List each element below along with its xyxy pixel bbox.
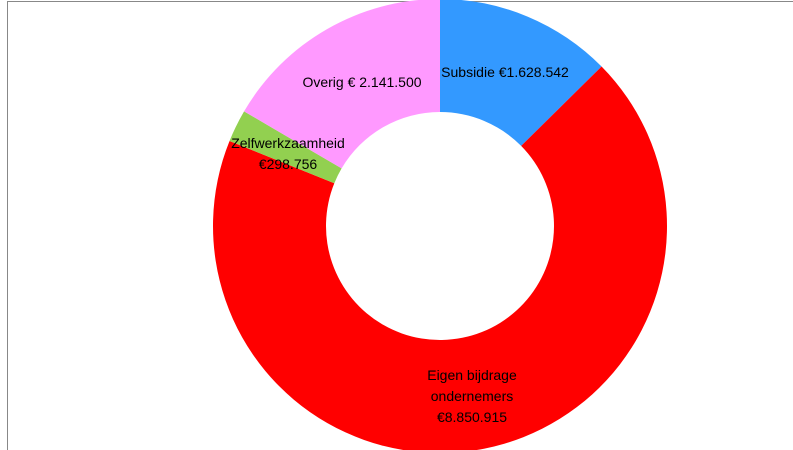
label-value: €1.628.542: [498, 64, 569, 80]
donut-slice: [229, 111, 342, 184]
label-category: Subsidie: [441, 64, 495, 80]
chart-frame: [7, 1, 793, 450]
donut-slice: [244, 0, 440, 169]
label-category: Zelfwerkzaamheid: [231, 135, 345, 151]
data-label: Zelfwerkzaamheid €298.756: [231, 133, 345, 175]
label-value: €8.850.915: [436, 409, 508, 425]
label-value: €298.756: [258, 156, 318, 172]
donut-slice: [440, 0, 602, 146]
data-label: Eigen bijdrage ondernemers €8.850.915: [402, 365, 542, 428]
label-category: Eigen bijdrage ondernemers: [427, 367, 517, 404]
data-label: Subsidie €1.628.542: [441, 62, 569, 83]
data-label: Overig € 2.141.500: [302, 72, 421, 93]
donut-slice: [213, 66, 667, 450]
label-value: € 2.141.500: [347, 74, 422, 90]
label-category: Overig: [302, 74, 344, 90]
